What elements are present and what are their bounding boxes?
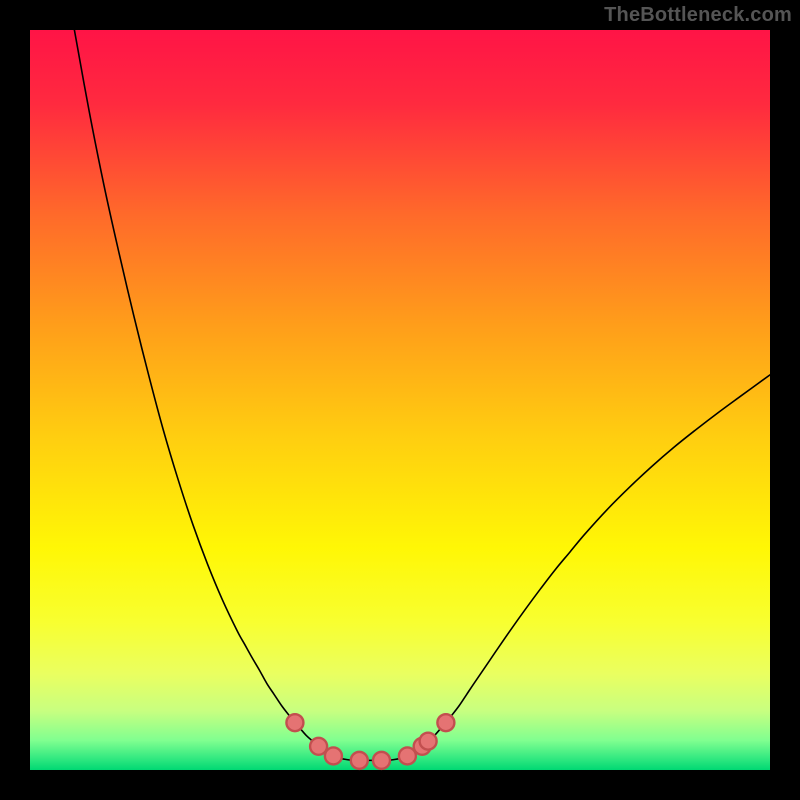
marker-point [325, 747, 342, 764]
marker-point [420, 733, 437, 750]
marker-point [351, 752, 368, 769]
bottleneck-chart [0, 0, 800, 800]
marker-point [286, 714, 303, 731]
plot-area [30, 30, 770, 770]
marker-point [373, 752, 390, 769]
marker-point [437, 714, 454, 731]
attribution-text: TheBottleneck.com [604, 4, 792, 27]
